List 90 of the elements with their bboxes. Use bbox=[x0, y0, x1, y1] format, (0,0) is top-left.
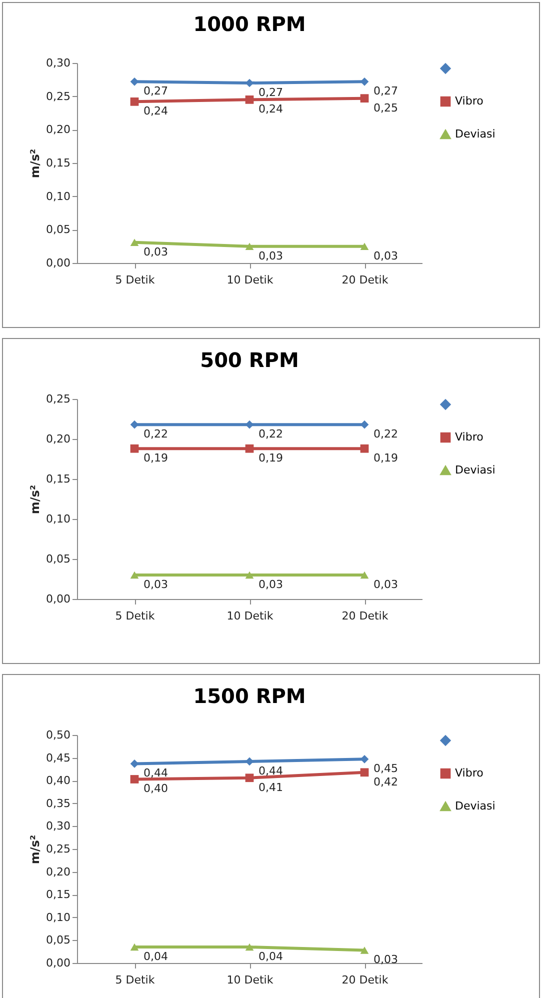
point bbox=[130, 775, 139, 784]
legend-label: Vibro bbox=[455, 430, 484, 444]
legend-label: Deviasi bbox=[455, 800, 496, 812]
y-tick-label: 0,10 bbox=[46, 512, 70, 526]
data-label: 0,03 bbox=[144, 578, 168, 591]
data-label: 0,27 bbox=[258, 86, 283, 99]
point bbox=[130, 444, 139, 453]
x-tick-label: 10 Detik bbox=[226, 974, 274, 986]
point bbox=[360, 242, 369, 250]
y-axis-title: m/s² bbox=[28, 484, 42, 514]
data-label: 0,44 bbox=[258, 764, 283, 778]
y-tick-label: 0,20 bbox=[46, 865, 70, 878]
point bbox=[245, 242, 254, 250]
point bbox=[245, 95, 254, 104]
y-tick-label: 0,50 bbox=[46, 728, 70, 742]
x-tick-label: 10 Detik bbox=[226, 274, 274, 286]
y-tick-label: 0,30 bbox=[46, 820, 70, 833]
data-label: 0,27 bbox=[374, 84, 398, 98]
data-label: 0,41 bbox=[258, 780, 283, 794]
data-label: 0,40 bbox=[144, 782, 168, 796]
y-tick-label: 0,40 bbox=[46, 774, 70, 788]
y-tick-label: 0,25 bbox=[46, 842, 70, 856]
data-label: 0,22 bbox=[144, 428, 168, 441]
data-label: 0,44 bbox=[144, 766, 168, 780]
point bbox=[360, 94, 369, 103]
point bbox=[130, 238, 139, 246]
y-tick-label: 0,15 bbox=[46, 156, 70, 170]
y-tick-label: 0,45 bbox=[46, 751, 70, 764]
y-tick-label: 0,00 bbox=[46, 256, 70, 270]
y-tick-label: 0,15 bbox=[46, 472, 70, 486]
y-tick-label: 0,25 bbox=[46, 90, 70, 103]
legend-label: Vibro bbox=[455, 94, 484, 108]
point bbox=[360, 768, 369, 777]
data-label: 0,19 bbox=[258, 452, 283, 465]
x-tick-label: 20 Detik bbox=[342, 274, 389, 286]
point bbox=[360, 946, 369, 954]
point bbox=[245, 444, 254, 453]
point bbox=[130, 571, 139, 579]
y-tick-label: 0,05 bbox=[46, 552, 70, 566]
y-tick-label: 0,10 bbox=[46, 910, 70, 924]
legend-label: Deviasi bbox=[455, 128, 496, 140]
x-tick-label: 5 Detik bbox=[115, 974, 156, 986]
chart-title: 1000 RPM bbox=[193, 12, 306, 36]
data-label: 0,03 bbox=[374, 953, 398, 966]
y-tick-label: 0,00 bbox=[46, 956, 70, 970]
point bbox=[245, 571, 254, 579]
x-tick-label: 20 Detik bbox=[342, 610, 389, 622]
data-label: 0,19 bbox=[144, 452, 168, 465]
y-axis-title: m/s² bbox=[28, 148, 42, 178]
data-label: 0,03 bbox=[144, 245, 168, 258]
data-label: 0,03 bbox=[374, 249, 398, 262]
data-label: 0,45 bbox=[374, 762, 398, 776]
y-tick-label: 0,20 bbox=[46, 123, 70, 136]
y-tick-label: 0,05 bbox=[46, 934, 70, 947]
y-axis-title: m/s² bbox=[28, 834, 42, 864]
data-label: 0,03 bbox=[258, 249, 283, 262]
x-tick-label: 20 Detik bbox=[342, 974, 389, 986]
y-tick-label: 0,25 bbox=[46, 392, 70, 406]
y-tick-label: 0,10 bbox=[46, 190, 70, 203]
data-label: 0,19 bbox=[374, 452, 398, 465]
legend-label: Vibro bbox=[455, 766, 484, 780]
data-label: 0,42 bbox=[374, 775, 398, 788]
point bbox=[360, 571, 369, 579]
data-label: 0,03 bbox=[374, 578, 398, 591]
point bbox=[245, 943, 254, 951]
data-label: 0,24 bbox=[144, 104, 168, 118]
chart-title: 1500 RPM bbox=[193, 684, 306, 708]
x-tick-label: 5 Detik bbox=[115, 274, 156, 286]
point bbox=[130, 943, 139, 951]
data-label: 0,22 bbox=[374, 428, 398, 441]
data-label: 0,24 bbox=[258, 102, 283, 116]
legend-label: Deviasi bbox=[455, 464, 496, 476]
x-tick-label: 10 Detik bbox=[226, 610, 274, 622]
y-tick-label: 0,20 bbox=[46, 432, 70, 446]
chart-title: 500 RPM bbox=[200, 348, 299, 372]
x-tick-label: 5 Detik bbox=[115, 610, 156, 622]
data-label: 0,03 bbox=[258, 578, 283, 591]
data-label: 0,04 bbox=[258, 950, 283, 964]
y-tick-label: 0,00 bbox=[46, 592, 70, 606]
point bbox=[130, 97, 139, 106]
data-label: 0,04 bbox=[144, 950, 168, 964]
data-label: 0,25 bbox=[374, 101, 398, 114]
y-tick-label: 0,05 bbox=[46, 223, 70, 236]
data-label: 0,22 bbox=[258, 428, 283, 441]
data-label: 0,27 bbox=[144, 84, 168, 98]
y-tick-label: 0,30 bbox=[46, 56, 70, 70]
point bbox=[245, 774, 254, 782]
y-tick-label: 0,35 bbox=[46, 796, 70, 810]
point bbox=[360, 444, 369, 453]
y-tick-label: 0,15 bbox=[46, 888, 70, 902]
